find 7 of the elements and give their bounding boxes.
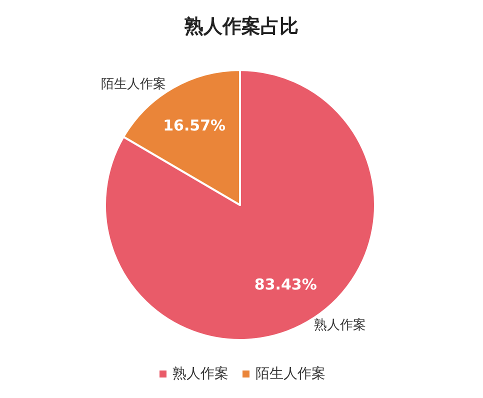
data-label: 16.57% <box>163 116 226 134</box>
chart-title: 熟人作案占比 <box>184 16 298 38</box>
slice-label: 熟人作案 <box>314 317 366 334</box>
legend-label: 熟人作案 <box>172 365 228 382</box>
data-label: 83.43% <box>254 276 317 294</box>
legend-label: 陌生人作案 <box>256 365 326 382</box>
slice-label: 陌生人作案 <box>100 76 166 92</box>
